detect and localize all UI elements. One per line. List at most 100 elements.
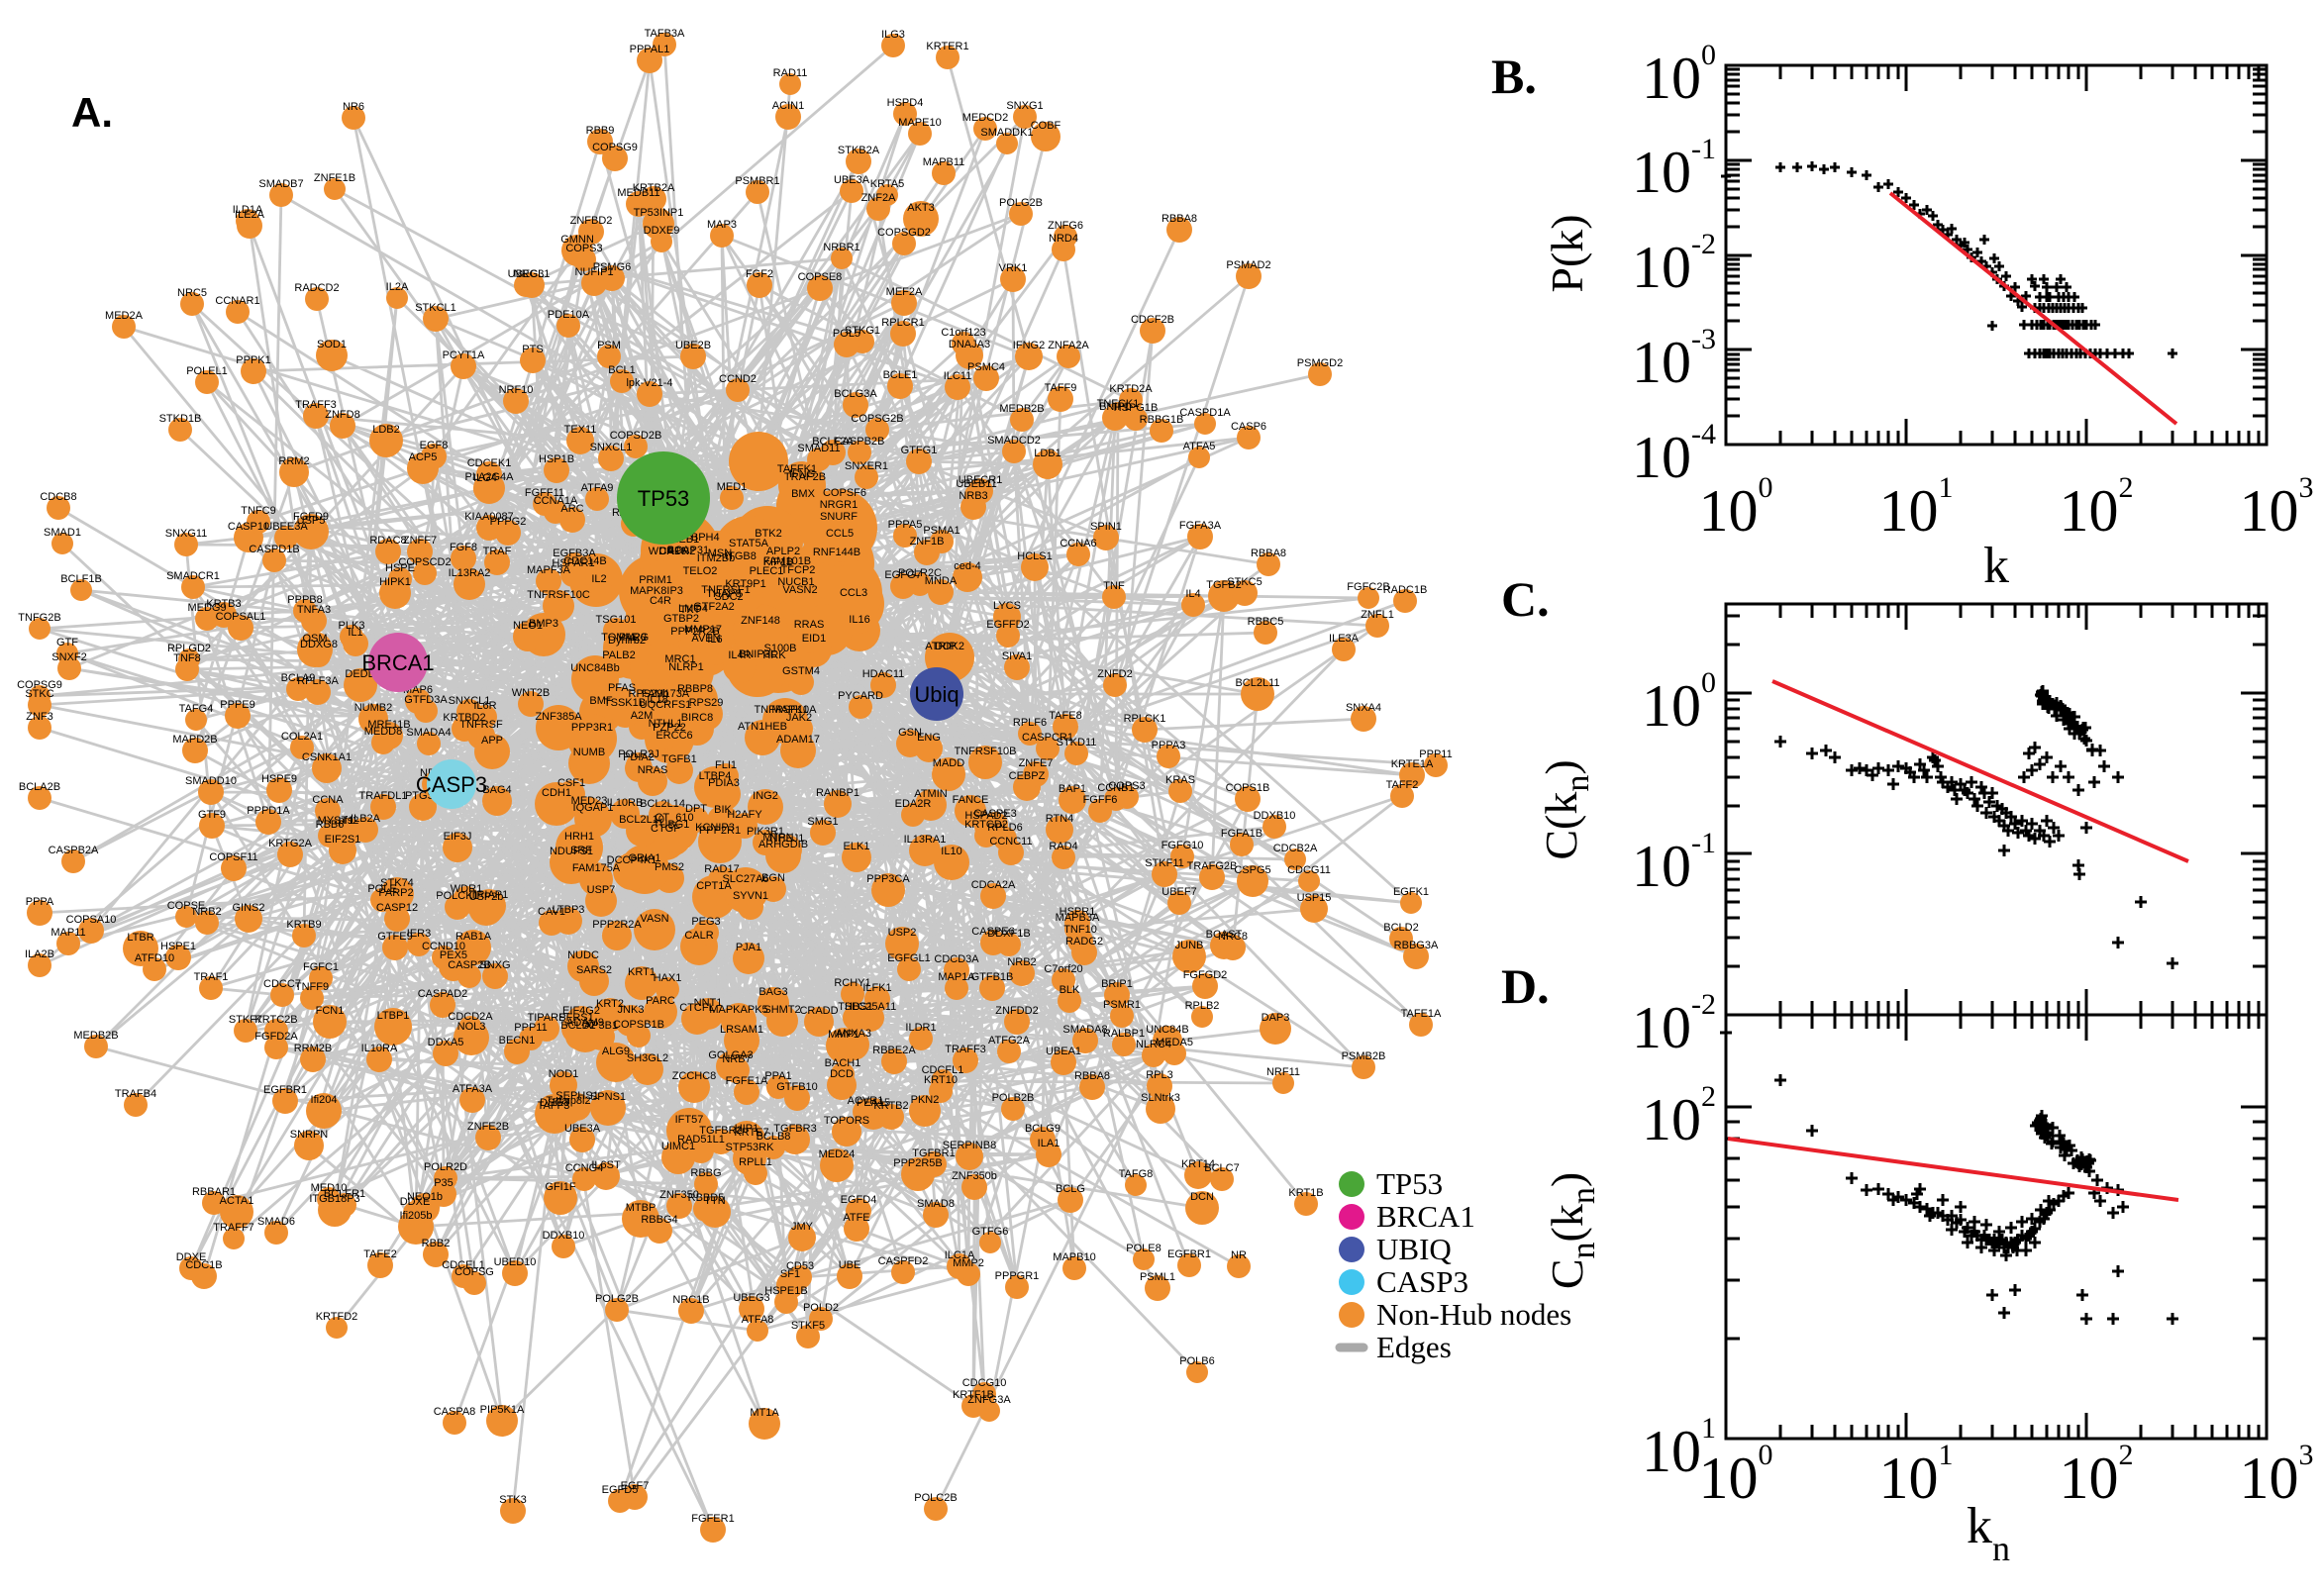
svg-text:SMADB7: SMADB7 (258, 178, 303, 190)
svg-text:EDA2R: EDA2R (895, 798, 932, 810)
svg-text:VRK1: VRK1 (999, 262, 1028, 274)
svg-text:BNIPL: BNIPL (1099, 401, 1131, 413)
svg-text:GFI1F: GFI1F (545, 1181, 575, 1193)
svg-text:RNF144B: RNF144B (813, 547, 860, 558)
svg-text:UBEC3: UBEC3 (508, 268, 545, 280)
svg-text:RRAS: RRAS (794, 619, 825, 631)
svg-text:KRTE7: KRTE7 (734, 1127, 768, 1139)
svg-text:ELK1: ELK1 (844, 841, 870, 852)
svg-text:TOPORS: TOPORS (824, 1115, 869, 1127)
svg-text:IL13RA2: IL13RA2 (449, 567, 491, 579)
svg-text:GTFE9: GTFE9 (377, 931, 412, 943)
svg-text:MYST1: MYST1 (318, 815, 354, 827)
svg-text:EIF4G2: EIF4G2 (562, 1005, 600, 1017)
svg-text:MTBP: MTBP (626, 1202, 656, 1214)
svg-text:RADG2: RADG2 (1065, 936, 1103, 948)
svg-text:IER3: IER3 (407, 928, 431, 940)
svg-text:CAV1: CAV1 (538, 906, 565, 918)
svg-text:TRAF1: TRAF1 (194, 971, 229, 983)
svg-text:TAFF3: TAFF3 (538, 1100, 570, 1112)
svg-text:MEDG9: MEDG9 (187, 602, 226, 614)
svg-text:COPSF6: COPSF6 (823, 487, 866, 499)
svg-text:HCLS1: HCLS1 (1017, 550, 1052, 562)
svg-text:ILD1A: ILD1A (233, 204, 263, 216)
svg-text:BMX: BMX (791, 488, 816, 500)
svg-text:Ifi205b: Ifi205b (399, 1210, 432, 1222)
svg-text:NHEJ1: NHEJ1 (770, 833, 805, 845)
svg-text:CASPB2B: CASPB2B (835, 436, 885, 448)
svg-text:STKF5: STKF5 (791, 1320, 825, 1332)
svg-text:CASPCR1: CASPCR1 (1022, 732, 1073, 744)
svg-text:CCNA1A: CCNA1A (534, 495, 578, 507)
svg-text:DCN: DCN (1190, 1191, 1214, 1203)
svg-text:GMNN: GMNN (560, 234, 594, 246)
svg-text:FGFGD2: FGFGD2 (1183, 969, 1228, 981)
svg-text:PZP22: PZP22 (653, 722, 686, 734)
svg-text:BACH1: BACH1 (825, 1057, 861, 1069)
svg-text:PPPA3: PPPA3 (1152, 740, 1186, 751)
svg-text:SARS2: SARS2 (576, 964, 612, 976)
svg-text:NTHL1: NTHL1 (649, 718, 683, 730)
svg-text:SIVA1: SIVA1 (1002, 650, 1032, 662)
svg-text:KIAA0087: KIAA0087 (464, 511, 514, 523)
svg-text:MTPN: MTPN (762, 832, 793, 844)
svg-text:STKC5: STKC5 (1227, 576, 1262, 588)
svg-text:COPS3: COPS3 (1108, 780, 1145, 792)
svg-text:AP3B1: AP3B1 (584, 1020, 618, 1032)
svg-text:CCND2: CCND2 (719, 373, 757, 385)
svg-text:RAD51L1: RAD51L1 (677, 1134, 725, 1146)
svg-text:RBBG4: RBBG4 (641, 1214, 677, 1226)
svg-text:SNRPN: SNRPN (290, 1129, 329, 1141)
svg-text:PJA1: PJA1 (736, 942, 761, 953)
svg-text:ITM2Bb: ITM2Bb (697, 552, 736, 564)
svg-text:RBBG1B: RBBG1B (1140, 414, 1184, 426)
svg-text:H2AFY: H2AFY (727, 809, 762, 821)
svg-text:ILE2A: ILE2A (235, 209, 265, 221)
svg-text:ATMIN: ATMIN (914, 788, 947, 800)
svg-text:MED24: MED24 (819, 1148, 856, 1160)
svg-text:HIPK1: HIPK1 (379, 576, 411, 588)
svg-text:PPP3R1: PPP3R1 (571, 722, 613, 734)
svg-text:EGFK1: EGFK1 (1393, 886, 1429, 898)
svg-text:PFAS: PFAS (608, 682, 636, 694)
svg-text:KRT9P1: KRT9P1 (725, 578, 765, 590)
svg-text:NR6: NR6 (343, 101, 364, 113)
svg-text:BRIP1: BRIP1 (1101, 978, 1133, 990)
svg-text:Edges: Edges (1376, 1330, 1452, 1364)
svg-text:SLNtrk3: SLNtrk3 (1141, 1092, 1180, 1104)
svg-text:ZNFDD2: ZNFDD2 (995, 1005, 1038, 1017)
svg-text:PPP11: PPP11 (1419, 748, 1452, 760)
svg-text:NLRP1: NLRP1 (668, 661, 703, 673)
svg-text:C7orf20: C7orf20 (1044, 963, 1082, 975)
svg-text:LTBP4: LTBP4 (699, 770, 732, 782)
svg-text:GTFG1: GTFG1 (901, 445, 938, 456)
svg-text:PSMAD2: PSMAD2 (1226, 259, 1270, 271)
svg-text:FAM175A: FAM175A (572, 862, 621, 874)
svg-text:WDR16: WDR16 (649, 546, 687, 557)
svg-text:Non-Hub nodes: Non-Hub nodes (1376, 1297, 1571, 1332)
svg-text:PSMGD2: PSMGD2 (1297, 357, 1343, 369)
svg-text:TRAFF3: TRAFF3 (295, 399, 337, 411)
svg-text:SPNS1: SPNS1 (590, 1091, 626, 1103)
svg-text:ILG3: ILG3 (881, 29, 905, 41)
svg-text:KRTB2: KRTB2 (873, 1100, 908, 1112)
svg-text:HSPE: HSPE (385, 562, 415, 574)
svg-text:BRCA1: BRCA1 (361, 650, 434, 675)
svg-text:RPS29: RPS29 (689, 697, 724, 709)
svg-text:PYCARD: PYCARD (838, 690, 883, 702)
svg-text:PSMBR1: PSMBR1 (735, 175, 779, 187)
svg-text:Ifi204: Ifi204 (311, 1094, 338, 1106)
svg-text:ATFD10: ATFD10 (135, 952, 174, 964)
svg-text:NRAS: NRAS (638, 764, 668, 776)
svg-text:RTN4: RTN4 (1046, 813, 1074, 825)
svg-text:IL10: IL10 (941, 846, 961, 857)
svg-text:RPLD6: RPLD6 (987, 822, 1022, 834)
svg-text:RBBG3A: RBBG3A (1394, 940, 1439, 951)
svg-text:ALG9: ALG9 (602, 1046, 630, 1057)
svg-text:RBBC5: RBBC5 (1248, 616, 1284, 628)
svg-text:BCLC7: BCLC7 (1204, 1162, 1239, 1174)
svg-text:PRIM1: PRIM1 (639, 574, 672, 586)
svg-text:TFCP2: TFCP2 (781, 564, 816, 576)
svg-text:USP2b: USP2b (469, 891, 504, 903)
svg-text:RBBG: RBBG (690, 1167, 721, 1179)
